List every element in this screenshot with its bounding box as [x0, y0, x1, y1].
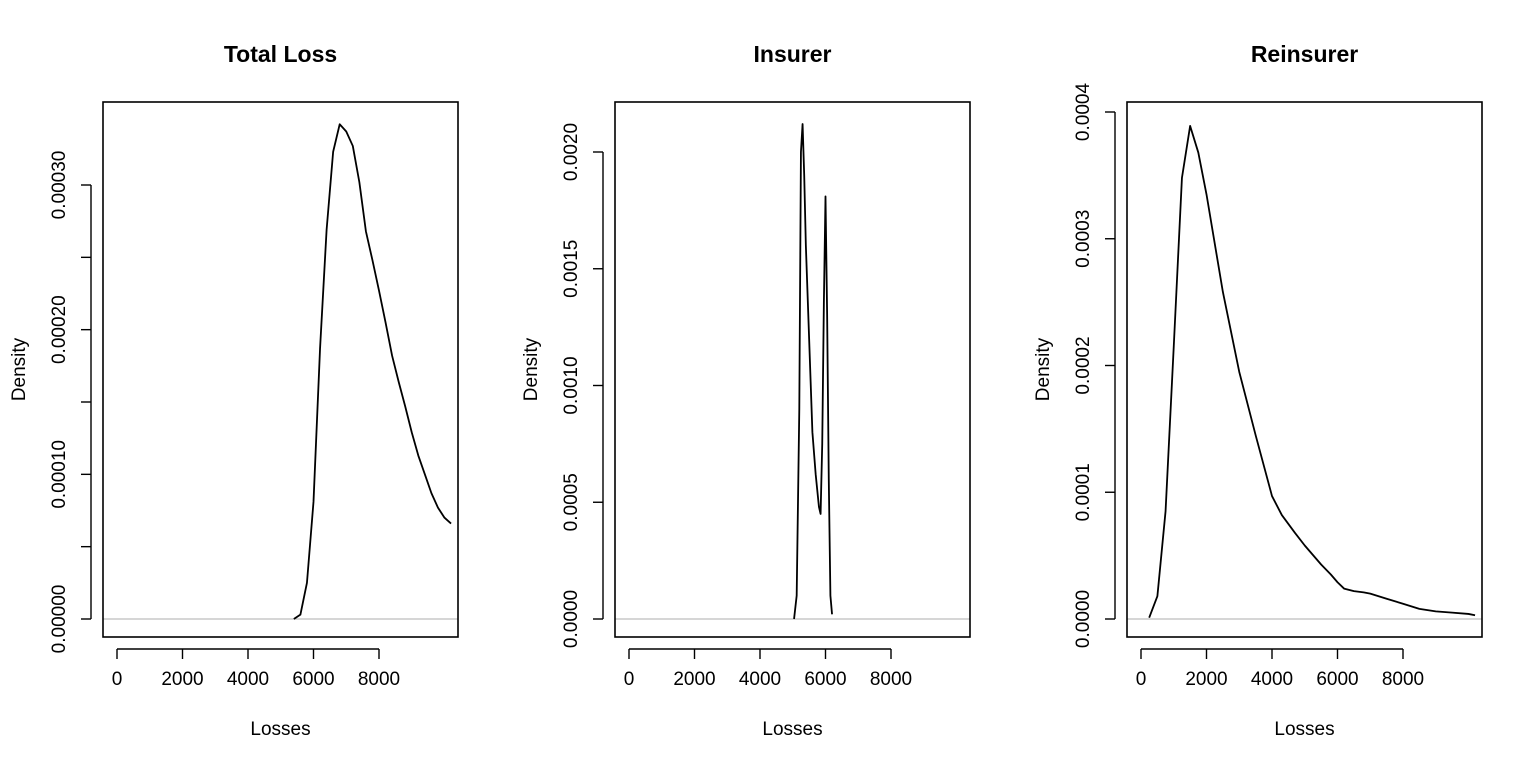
x-tick-label: 0: [1136, 669, 1147, 690]
x-tick-label: 6000: [1316, 669, 1358, 690]
chart-panel-2: Insurer 0 2000 4000 6000 8000 0.0000 0.0005 0.00…: [521, 41, 971, 740]
x-tick-label: 0: [624, 669, 635, 690]
chart-panel-3: Reinsurer 0 2000 4000 6000 8000 0.0000 0.0001 0.…: [1033, 41, 1483, 740]
density-line: [793, 123, 833, 620]
chart-title: Reinsurer: [1251, 41, 1358, 67]
density-line: [293, 123, 452, 620]
x-axis-label: Losses: [250, 719, 310, 740]
y-tick-label: 0.0000: [1073, 590, 1094, 648]
y-axis-label: Density: [9, 337, 30, 401]
density-line: [1148, 125, 1476, 619]
x-tick-label: 8000: [358, 669, 400, 690]
y-axis-label: Density: [521, 337, 542, 401]
chart-title: Total Loss: [224, 41, 337, 67]
y-tick-label: 0.0004: [1073, 83, 1094, 142]
x-tick-label: 8000: [870, 669, 912, 690]
x-tick-label: 2000: [673, 669, 715, 690]
y-tick-label: 0.00010: [49, 440, 70, 509]
chart-title: Insurer: [754, 41, 832, 67]
y-tick-label: 0.0001: [1073, 463, 1094, 521]
plot-frame: [614, 101, 971, 638]
y-tick-label: 0.0010: [561, 356, 582, 414]
y-tick-label: 0.0003: [1073, 210, 1094, 268]
x-tick-label: 2000: [1185, 669, 1227, 690]
x-tick-label: 6000: [804, 669, 846, 690]
x-tick-label: 4000: [1251, 669, 1293, 690]
y-tick-label: 0.00030: [49, 151, 70, 220]
y-tick-label: 0.00020: [49, 295, 70, 364]
x-tick-label: 2000: [161, 669, 203, 690]
plot-frame: [102, 101, 459, 638]
x-tick-label: 0: [112, 669, 123, 690]
x-tick-label: 4000: [739, 669, 781, 690]
y-tick-label: 0.0005: [561, 473, 582, 531]
chart-panel-1: Total Loss 0 2000 4000 6000 8000 0.00000 0.0001…: [9, 41, 459, 740]
x-tick-label: 4000: [227, 669, 269, 690]
y-tick-label: 0.0002: [1073, 336, 1094, 394]
x-axis-label: Losses: [1274, 719, 1334, 740]
y-tick-label: 0.0015: [561, 240, 582, 298]
x-tick-label: 6000: [292, 669, 334, 690]
x-tick-label: 8000: [1382, 669, 1424, 690]
y-tick-label: 0.00000: [49, 585, 70, 654]
y-axis-label: Density: [1033, 337, 1054, 401]
y-tick-label: 0.0000: [561, 590, 582, 648]
plot-frame: [1126, 101, 1483, 638]
y-tick-label: 0.0020: [561, 123, 582, 181]
x-axis-label: Losses: [762, 719, 822, 740]
